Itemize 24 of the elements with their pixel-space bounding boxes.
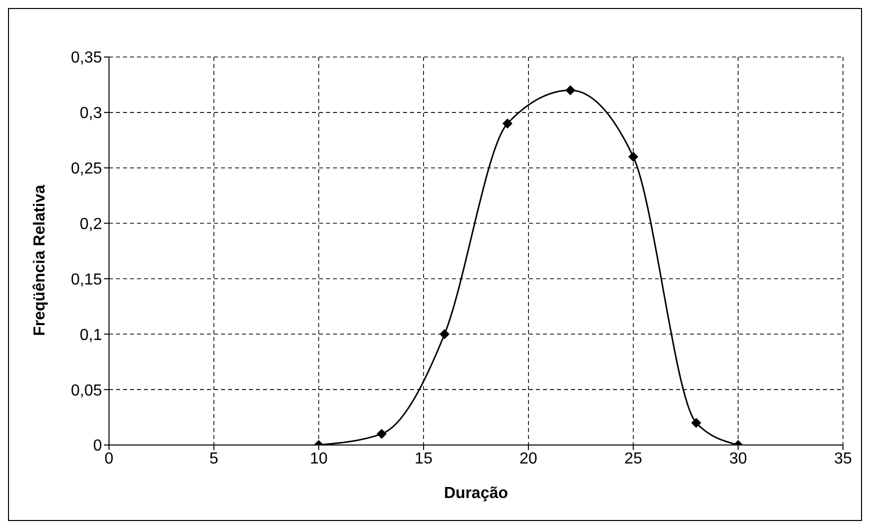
y-tick-label: 0,05: [70, 382, 102, 400]
y-tick-label: 0,35: [70, 50, 102, 67]
y-tick-label: 0,25: [70, 160, 102, 178]
y-tick-label: 0,15: [70, 271, 102, 288]
x-tick-label: 5: [209, 450, 218, 468]
y-axis-title: Freqüência Relativa: [32, 184, 49, 336]
x-tick-label: 30: [729, 450, 748, 468]
x-tick-label: 25: [624, 450, 642, 468]
x-tick-label: 35: [834, 450, 852, 468]
point: [440, 329, 450, 340]
x-tick-label: 15: [414, 450, 433, 468]
y-tick-label: 0,2: [80, 216, 102, 233]
x-axis-title: Duração: [444, 485, 508, 502]
y-tick-label: 0,3: [80, 105, 102, 122]
y-tick-label: 0: [93, 438, 102, 455]
x-tick-label: 20: [520, 450, 538, 468]
point: [376, 428, 387, 439]
x-tick-label: 10: [310, 450, 328, 468]
point: [502, 118, 512, 129]
point: [628, 152, 638, 162]
point: [691, 418, 702, 428]
point: [565, 85, 576, 96]
x-tick-label: 0: [104, 450, 114, 468]
y-tick-label: 0,1: [80, 326, 102, 344]
